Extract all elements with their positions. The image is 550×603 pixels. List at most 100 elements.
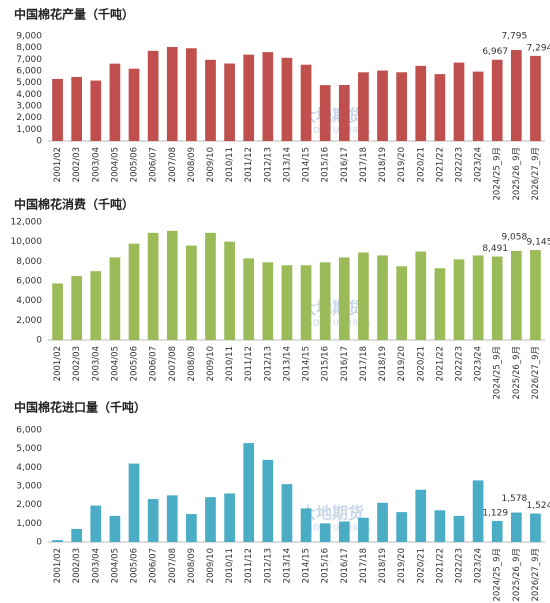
bar <box>243 54 255 141</box>
x-tick-label: 2023/24 <box>474 147 484 182</box>
bar <box>90 80 102 141</box>
y-tick-label: 0 <box>36 137 42 147</box>
x-tick-label: 2013/14 <box>282 548 292 583</box>
x-tick-label: 2018/19 <box>378 548 388 583</box>
x-tick-label: 2001/02 <box>53 548 63 583</box>
x-tick-label: 2003/04 <box>91 548 101 583</box>
bar <box>128 243 140 340</box>
x-tick-label: 2004/05 <box>110 346 120 381</box>
x-tick-label: 2017/18 <box>359 548 369 583</box>
bar <box>491 256 503 340</box>
chart-title: 中国棉花产量（千吨） <box>14 7 134 22</box>
x-tick-label: 2012/13 <box>263 147 273 182</box>
bar <box>205 59 216 141</box>
bar <box>109 515 121 542</box>
x-tick-label: 2002/03 <box>72 346 82 381</box>
x-tick-label: 2024/25_9月 <box>493 147 503 200</box>
bar <box>243 258 255 340</box>
y-tick-label: 1,000 <box>16 519 42 529</box>
bar <box>510 250 522 340</box>
x-tick-label: 2006/07 <box>149 548 159 583</box>
x-tick-label: 2014/15 <box>302 346 312 381</box>
y-tick-label: 8,000 <box>16 257 42 267</box>
x-tick-label: 2014/15 <box>302 548 312 583</box>
bar <box>530 513 541 542</box>
data-label: 9,058 <box>501 232 527 242</box>
bar <box>338 85 350 141</box>
x-tick-label: 2016/17 <box>340 346 350 381</box>
bar <box>396 72 407 141</box>
bar <box>147 50 159 141</box>
bar <box>338 521 350 542</box>
y-tick-label: 6,000 <box>16 67 42 77</box>
y-tick-label: 2,000 <box>16 316 42 326</box>
bar <box>319 262 331 340</box>
x-tick-label: 2009/10 <box>206 548 216 583</box>
y-tick-label: 3,000 <box>16 482 42 492</box>
x-tick-label: 2015/16 <box>321 346 331 381</box>
x-tick-label: 2003/04 <box>91 147 101 182</box>
x-tick-label: 2015/16 <box>321 548 331 583</box>
bar <box>319 85 331 141</box>
bar <box>243 443 255 542</box>
y-tick-label: 2,000 <box>16 500 42 510</box>
y-tick-label: 4,000 <box>16 463 42 473</box>
bar <box>453 515 465 542</box>
x-tick-label: 2017/18 <box>359 147 369 182</box>
bar <box>453 259 465 340</box>
x-tick-label: 2025/26_9月 <box>512 346 522 399</box>
x-tick-label: 2007/08 <box>168 346 178 381</box>
x-tick-label: 2006/07 <box>149 346 159 381</box>
data-label: 1,524 <box>527 501 550 511</box>
bar <box>109 63 121 141</box>
x-tick-label: 2002/03 <box>72 147 82 182</box>
bar <box>205 497 216 542</box>
bar <box>281 57 293 141</box>
x-tick-label: 2010/11 <box>225 548 235 583</box>
x-tick-label: 2024/25_9月 <box>493 346 503 399</box>
bar <box>396 266 407 340</box>
x-tick-label: 2026/27_9月 <box>531 548 541 601</box>
bar <box>224 493 235 542</box>
data-label: 9,145 <box>527 238 550 248</box>
x-tick-label: 2026/27_9月 <box>531 346 541 399</box>
bar <box>510 50 522 141</box>
bar <box>377 255 388 340</box>
bar <box>434 74 446 141</box>
y-tick-label: 7,000 <box>16 55 42 65</box>
bar <box>491 520 503 542</box>
x-tick-label: 2010/11 <box>225 147 235 182</box>
y-tick-label: 12,000 <box>11 218 43 228</box>
data-label: 7,795 <box>501 32 527 42</box>
x-tick-label: 2005/06 <box>130 346 140 381</box>
x-tick-label: 2023/24 <box>474 548 484 583</box>
bar <box>510 512 522 542</box>
bar <box>415 489 427 542</box>
y-tick-label: 5,000 <box>16 444 42 454</box>
bar <box>300 265 312 340</box>
bar <box>166 46 178 141</box>
bar <box>358 517 369 542</box>
bar <box>358 72 369 141</box>
x-tick-label: 2008/09 <box>187 548 197 583</box>
y-tick-label: 5,000 <box>16 78 42 88</box>
bar <box>530 55 541 141</box>
x-tick-label: 2018/19 <box>378 346 388 381</box>
bar <box>90 505 102 542</box>
bar <box>396 512 407 542</box>
bar <box>52 78 63 141</box>
bar <box>205 232 216 340</box>
x-tick-label: 2003/04 <box>91 346 101 381</box>
bar <box>90 271 102 340</box>
bar <box>358 252 369 340</box>
x-tick-label: 2008/09 <box>187 147 197 182</box>
bar <box>52 540 63 542</box>
x-tick-label: 2023/24 <box>474 346 484 381</box>
bar <box>281 484 293 542</box>
y-tick-label: 10,000 <box>11 237 43 247</box>
x-tick-label: 2021/22 <box>435 548 445 583</box>
y-tick-label: 0 <box>36 538 42 548</box>
x-tick-label: 2022/23 <box>454 548 464 583</box>
x-tick-label: 2019/20 <box>397 346 407 381</box>
x-tick-label: 2004/05 <box>110 147 120 182</box>
